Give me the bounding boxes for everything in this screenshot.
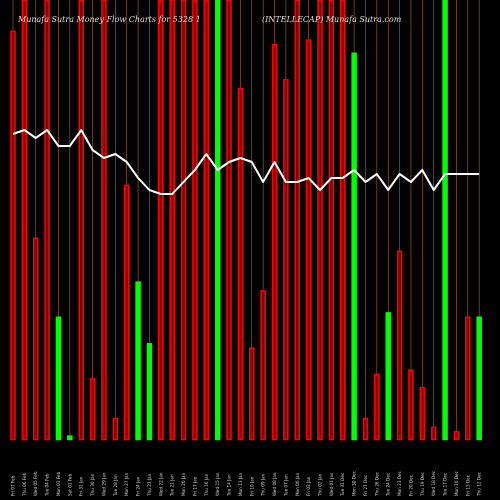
x-tick-label: Tue 21 Jan [170, 474, 175, 497]
flow-bar-inner [273, 45, 276, 439]
flow-bar-inner [261, 291, 265, 439]
chart-title-right: (INTELLECAP) Munafa Sutra.com [262, 15, 402, 24]
x-tick-label: Wed 05 Feb [33, 471, 38, 496]
x-tick-label: Fri 31 Jan [79, 476, 84, 496]
flow-bar-inner [409, 370, 413, 439]
flow-bar-inner [205, 1, 208, 439]
flow-bar-inner [80, 1, 83, 439]
flow-bar-inner [170, 1, 174, 439]
flow-bar-inner [375, 375, 379, 439]
x-tick-label: Wed 29 Jan [101, 472, 106, 496]
flow-bar [351, 52, 357, 441]
flow-bar [135, 281, 141, 441]
x-tick-label: Thu 30 Jan [90, 473, 95, 497]
flow-bar [146, 342, 153, 441]
x-tick-label: Tue 31 Dec [340, 472, 345, 497]
x-tick-label: Fri 24 Jan [136, 476, 141, 496]
flow-bar [385, 312, 391, 441]
x-tick-label: Tue 04 Feb [45, 473, 50, 497]
price-line-layer [12, 129, 480, 195]
flow-bar-inner [114, 419, 117, 439]
flow-bar-inner [159, 1, 163, 439]
flow-bar-inner [125, 186, 128, 439]
x-tick-label: Tue 24 Dec [386, 472, 391, 497]
flow-bar-inner [239, 89, 242, 439]
x-tick-label: Thu 09 Jan [261, 473, 266, 497]
flow-bar-inner [250, 348, 253, 439]
x-tick-label: Mon 16 Dec [454, 470, 459, 496]
x-tick-label: Tue 28 Jan [113, 474, 118, 497]
x-tick-label: Fri 20 Dec [408, 474, 413, 496]
bar-layer [10, 0, 482, 441]
x-tick-label: Wed 15 Jan [215, 472, 220, 496]
flow-bar-inner [34, 238, 37, 439]
x-tick-label: Fri 10 Jan [249, 476, 254, 496]
flow-bar [214, 0, 221, 441]
flow-bar-inner [455, 432, 458, 439]
flow-bar-inner [421, 388, 424, 439]
x-tick-label: Fri 27 Dec [363, 474, 368, 496]
flow-bar [67, 435, 73, 441]
x-tick-label: Mon 03 Feb [56, 471, 61, 496]
x-tick-label: Fri 17 Jan [192, 476, 197, 496]
x-tick-label: Fri 13 Dec [465, 474, 470, 496]
x-tick-label: Tue 07 Jan [283, 474, 288, 497]
x-tick-label: Thu 06 Feb [22, 472, 27, 497]
x-tick-label: Wed 01 Jan [329, 472, 334, 496]
x-tick-label: Sat 01 Feb [67, 473, 72, 496]
flow-bar-inner [182, 1, 185, 439]
x-tick-label: Fri 03 Jan [306, 476, 311, 496]
x-tick-label: Thu 19 Dec [420, 471, 425, 497]
x-tick-label: Wed 18 Dec [431, 470, 436, 496]
flow-bar-inner [330, 1, 333, 439]
flow-bar-inner [284, 80, 288, 439]
x-tick-label: Wed 22 Jan [158, 472, 163, 496]
x-tick-label: Mon 06 Jan [295, 472, 300, 496]
x-tick-label: Mon 20 Jan [181, 472, 186, 496]
x-tick-label: Mon 23 Dec [397, 470, 402, 496]
flow-bar-inner [318, 1, 322, 439]
x-tick-label: Fri 07 Feb [11, 475, 16, 496]
flow-bar-inner [364, 419, 367, 439]
flow-bar [442, 0, 448, 441]
x-tick-label: Tue 14 Jan [227, 474, 232, 497]
x-tick-label: Thu 12 Dec [477, 471, 482, 497]
flow-bar-inner [102, 1, 106, 439]
x-tick-label: Mon 30 Dec [352, 470, 357, 496]
flow-bar-inner [227, 1, 231, 439]
x-tick-label: Mon 13 Jan [238, 472, 243, 496]
flow-bar-inner [193, 1, 197, 439]
x-tick-label: Wed 08 Jan [272, 472, 277, 496]
flow-bar-inner [432, 428, 435, 439]
flow-bar-inner [307, 40, 310, 439]
x-tick-label: Thu 26 Dec [374, 471, 379, 497]
flow-bar-inner [341, 1, 344, 439]
flow-bar-inner [296, 1, 299, 439]
x-tick-label: Thu 02 Jan [317, 473, 322, 497]
flow-bar-inner [45, 1, 49, 439]
flow-bar-inner [91, 379, 94, 439]
flow-bar-inner [466, 318, 469, 439]
flow-bar-inner [398, 252, 401, 439]
x-tick-layer: Fri 07 Feb Thu 06 Feb Wed 05 Feb Tue 04 Feb… [11, 470, 482, 497]
x-tick-label: Mon 27 Jan [124, 472, 129, 496]
chart-title-left: Munafa Sutra Money Flow Charts for 5328 … [17, 15, 201, 24]
flow-bar [476, 316, 482, 441]
price-line [12, 129, 480, 195]
x-tick-label: Thu 23 Jan [147, 473, 152, 497]
x-tick-label: Thu 16 Jan [204, 473, 209, 497]
flow-bar-inner [23, 1, 26, 439]
flow-bar-inner [11, 32, 15, 439]
x-tick-label: Tue 17 Dec [443, 472, 448, 497]
flow-bar [55, 316, 62, 441]
